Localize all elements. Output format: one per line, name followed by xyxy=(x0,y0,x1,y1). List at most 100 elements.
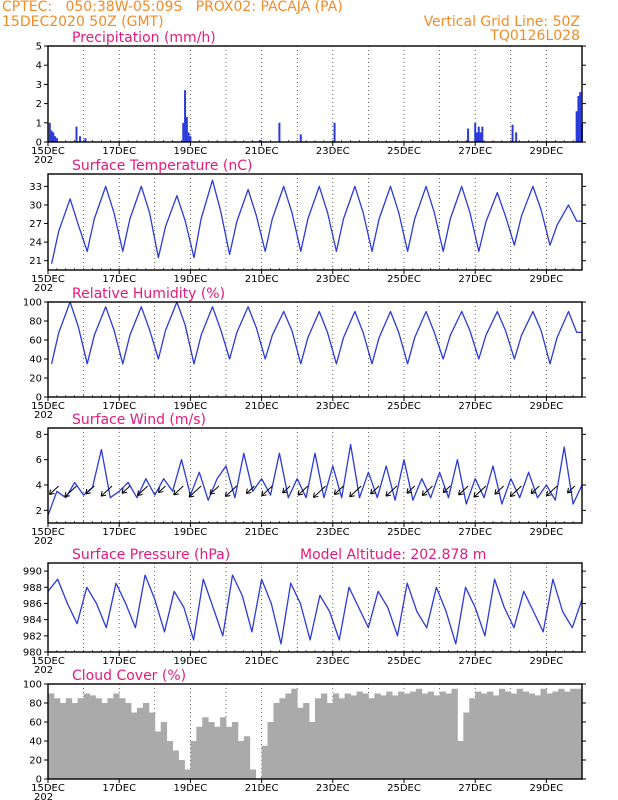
cloud-bar xyxy=(463,712,470,779)
precip-ytick-label: 2 xyxy=(36,99,42,110)
wind-xtick-label: 21DEC xyxy=(245,527,279,538)
cloud-bar xyxy=(119,698,126,779)
temp-panel: Surface Temperature (nC) 21 24 27 30 33 15DEC 1… xyxy=(29,158,586,294)
wind-ytick-label: 8 xyxy=(36,430,42,441)
precip-bar xyxy=(48,122,51,142)
precip-ytick-label: 3 xyxy=(36,80,42,91)
header-model-code: TQ0126L028 xyxy=(490,28,580,44)
wind-arrow-head xyxy=(566,487,573,494)
wind-ytick-label: 6 xyxy=(36,455,42,466)
precip-ytick-label: 1 xyxy=(36,118,42,129)
cloud-bar xyxy=(570,688,577,779)
cloud-ytick-label: 60 xyxy=(29,718,42,729)
precip-bar xyxy=(467,128,470,142)
wind-arrow xyxy=(297,485,309,496)
precip-bar xyxy=(515,132,518,142)
pres-xsub-label: 202 xyxy=(34,665,53,676)
wind-arrow-head xyxy=(209,489,216,495)
wind-arrow xyxy=(158,485,166,493)
pres-ytick-label: 986 xyxy=(23,599,42,610)
cloud-bar xyxy=(107,698,114,779)
cloud-bar xyxy=(576,688,583,779)
cloud-bar xyxy=(350,695,357,779)
cloud-bar xyxy=(172,750,179,779)
cloud-bar xyxy=(77,698,84,779)
precip-bar xyxy=(55,138,58,142)
wind-arrow-head xyxy=(100,491,107,497)
rh-ytick-label: 40 xyxy=(29,355,42,366)
wind-xtick-label: 25DEC xyxy=(387,527,421,538)
cloud-bar xyxy=(297,707,304,779)
pres-xtick-label: 17DEC xyxy=(102,656,136,667)
wind-arrow-head xyxy=(385,491,392,497)
wind-xtick-label: 19DEC xyxy=(174,527,208,538)
cloud-bar xyxy=(89,695,96,779)
cloud-bar xyxy=(368,698,375,779)
rh-title: Relative Humidity (%) xyxy=(72,286,225,302)
wind-arrow-head xyxy=(370,488,376,495)
wind-arrow xyxy=(567,485,576,494)
cloud-bar xyxy=(101,703,108,779)
rh-ytick-label: 100 xyxy=(23,298,42,309)
wind-arrow-head xyxy=(157,487,164,494)
pres-ytick-label: 982 xyxy=(23,631,42,642)
cloud-bar xyxy=(184,769,191,779)
precip-xtick-label: 17DEC xyxy=(102,146,136,157)
cloud-bar xyxy=(178,760,185,779)
precip-bar xyxy=(75,126,78,142)
wind-arrow-head xyxy=(224,491,231,497)
cloud-bar xyxy=(208,722,215,779)
wind-arrow xyxy=(49,485,60,495)
cloud-bar xyxy=(433,695,440,779)
wind-arrow xyxy=(385,485,398,497)
wind-arrow xyxy=(473,485,487,498)
precip-xtick-label: 15DEC xyxy=(31,146,65,157)
cloud-xtick-label: 29DEC xyxy=(530,783,564,794)
cloud-bar xyxy=(356,691,363,779)
temp-ytick-label: 30 xyxy=(29,200,42,211)
cloud-xsub-label: 202 xyxy=(34,792,53,800)
cloud-bar xyxy=(481,693,488,779)
temp-ytick-label: 21 xyxy=(29,256,42,267)
precip-bar xyxy=(50,130,53,142)
cloud-bar xyxy=(522,691,529,779)
wind-arrow xyxy=(546,485,558,497)
precip-xtick-label: 25DEC xyxy=(387,146,421,157)
rh-ytick-label: 80 xyxy=(29,317,42,328)
precip-xtick-label: 23DEC xyxy=(316,146,350,157)
temp-series-line xyxy=(50,179,582,264)
cloud-bar xyxy=(415,688,423,779)
cloud-title: Cloud Cover (%) xyxy=(72,668,186,684)
temp-xtick-label: 21DEC xyxy=(245,274,279,285)
wind-xtick-label: 29DEC xyxy=(530,527,564,538)
cloud-bar xyxy=(409,691,417,779)
precip-bar xyxy=(575,111,578,142)
cloud-bar xyxy=(380,695,387,779)
wind-xtick-label: 15DEC xyxy=(31,527,65,538)
cloud-bar xyxy=(309,722,316,779)
cloud-bar xyxy=(315,698,322,779)
precip-bar xyxy=(79,136,82,142)
precip-bar xyxy=(185,117,188,142)
cloud-bar xyxy=(326,703,334,779)
precip-bar xyxy=(54,136,57,142)
temp-xtick-label: 29DEC xyxy=(530,274,564,285)
wind-arrow xyxy=(261,485,273,497)
temp-ytick-label: 33 xyxy=(29,182,42,193)
cloud-xtick-label: 27DEC xyxy=(458,783,492,794)
cloud-bar xyxy=(285,693,292,779)
pres-title: Surface Pressure (hPa) xyxy=(72,547,230,563)
wind-arrow xyxy=(458,485,469,496)
cloud-bar xyxy=(59,703,67,779)
wind-arrow-head xyxy=(261,490,267,497)
wind-arrow xyxy=(442,485,451,493)
wind-arrow xyxy=(173,485,184,496)
wind-arrow xyxy=(313,485,327,498)
wind-panel: Surface Wind (m/s) 2 4 6 8 15DEC 17DEC 19DEC 21D… xyxy=(31,412,586,547)
rh-panel: Relative Humidity (%) 0 20 40 60 80 100 15DEC 17… xyxy=(23,286,586,421)
temp-xsub-label: 202 xyxy=(34,283,53,294)
wind-arrow-head xyxy=(136,490,143,496)
cloud-bar xyxy=(320,693,328,779)
cloud-ytick-label: 40 xyxy=(29,737,42,748)
wind-arrow xyxy=(121,485,131,494)
